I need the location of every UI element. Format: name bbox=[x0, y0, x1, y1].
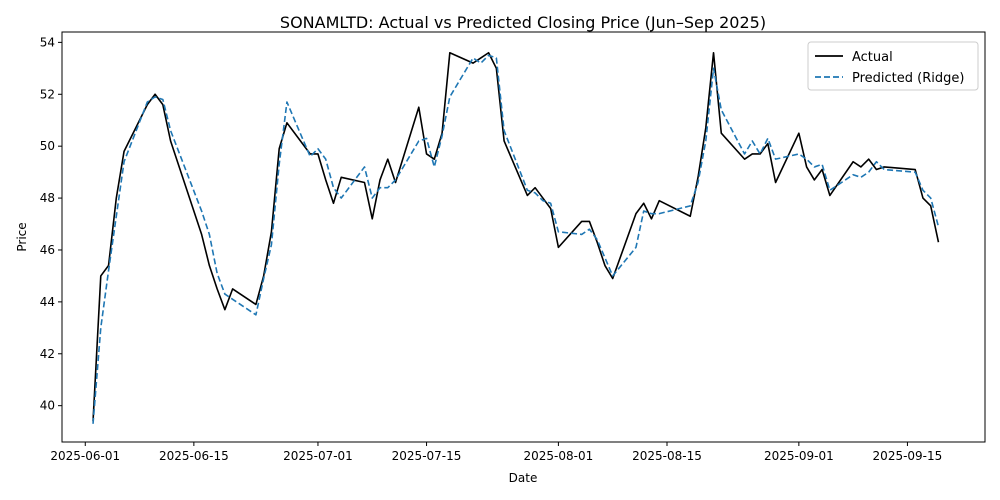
series-layer bbox=[92, 51, 940, 424]
chart-title: SONAMLTD: Actual vs Predicted Closing Pr… bbox=[280, 13, 766, 32]
y-tick-label: 44 bbox=[40, 295, 55, 309]
y-tick-label: 54 bbox=[40, 35, 55, 49]
plot-frame bbox=[61, 31, 986, 443]
x-tick-label: 2025-09-01 bbox=[764, 449, 834, 463]
x-tick-label: 2025-09-15 bbox=[873, 449, 943, 463]
x-axis-label: Date bbox=[509, 471, 538, 485]
y-tick-label: 52 bbox=[40, 87, 55, 101]
x-tick-label: 2025-06-01 bbox=[50, 449, 120, 463]
x-tick-label: 2025-08-01 bbox=[524, 449, 594, 463]
x-tick-label: 2025-08-15 bbox=[632, 449, 702, 463]
series-line-actual bbox=[92, 51, 940, 422]
legend-box bbox=[807, 41, 979, 91]
y-tick-label: 46 bbox=[40, 243, 55, 257]
y-axis: 40 42 44 46 48 50 52 54 bbox=[40, 35, 62, 413]
y-tick-label: 42 bbox=[40, 347, 55, 361]
legend: Actual Predicted (Ridge) bbox=[807, 41, 979, 91]
legend-label-predicted: Predicted (Ridge) bbox=[852, 71, 964, 86]
series-line-predicted bbox=[92, 54, 940, 424]
x-tick-label: 2025-06-15 bbox=[159, 449, 229, 463]
x-axis: 2025-06-01 2025-06-15 2025-07-01 2025-07-15… bbox=[50, 442, 942, 463]
legend-label-actual: Actual bbox=[852, 50, 893, 65]
y-tick-label: 48 bbox=[40, 191, 55, 205]
x-tick-label: 2025-07-15 bbox=[392, 449, 462, 463]
y-tick-label: 40 bbox=[40, 399, 55, 413]
y-tick-label: 50 bbox=[40, 139, 55, 153]
y-axis-label: Price bbox=[15, 222, 29, 251]
x-tick-label: 2025-07-01 bbox=[283, 449, 353, 463]
